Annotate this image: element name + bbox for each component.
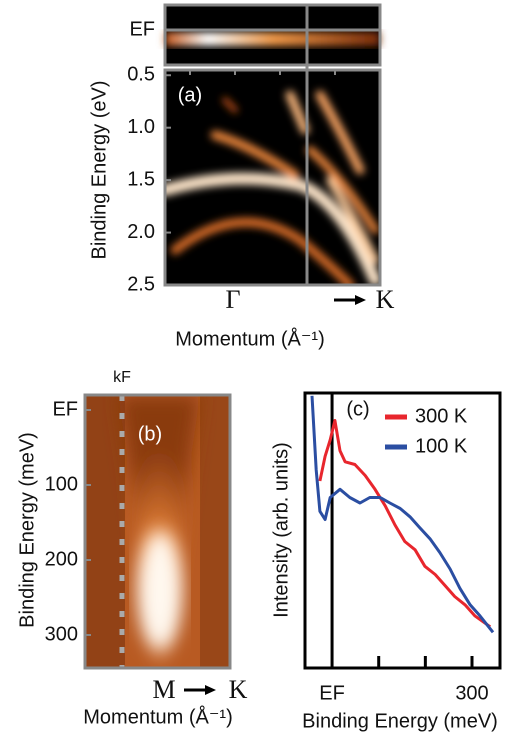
kf-label: kF: [113, 369, 131, 386]
y-tick-label: 2.5: [127, 273, 155, 295]
x-tick-label: K: [376, 285, 395, 314]
data-line: [310, 395, 495, 634]
y-tick-label: 1.0: [127, 116, 155, 138]
x-tick-label: 300: [455, 682, 488, 704]
panel-label: (c): [346, 398, 369, 420]
data-line: [318, 419, 492, 629]
y-tick-label: 1.5: [127, 168, 155, 190]
y-tick-label: EF: [52, 398, 78, 420]
y-tick-label: 0.5: [127, 64, 155, 86]
y-tick-label: 100: [45, 473, 78, 495]
y-tick-label: 300: [45, 623, 78, 645]
ef-label: EF: [129, 18, 155, 40]
legend-label: 100 K: [415, 435, 468, 457]
y-axis-title: Binding Energy (meV): [16, 432, 38, 628]
legend-label: 300 K: [415, 405, 468, 427]
panel-label: (a): [178, 84, 202, 106]
x-tick-label: EF: [319, 682, 345, 704]
y-tick-label: 200: [45, 548, 78, 570]
arrow-head: [205, 685, 216, 695]
x-axis-title: Binding Energy (meV): [302, 710, 498, 732]
x-tick-label: K: [229, 675, 248, 704]
image-b: [83, 393, 232, 670]
x-axis-title: Momentum (Å⁻¹): [175, 327, 324, 350]
y-axis-title: Intensity (arb. units): [270, 442, 292, 618]
panel-label: (b): [138, 423, 162, 445]
x-tick-label: M: [152, 675, 175, 704]
arrow-head: [355, 295, 366, 305]
x-tick-label: Γ: [225, 285, 240, 314]
plot-frame: [303, 391, 502, 670]
y-axis-title: Binding Energy (eV): [88, 81, 110, 260]
image-a: [163, 3, 382, 287]
y-tick-label: 2.0: [127, 221, 155, 243]
x-axis-title: Momentum (Å⁻¹): [83, 705, 232, 728]
